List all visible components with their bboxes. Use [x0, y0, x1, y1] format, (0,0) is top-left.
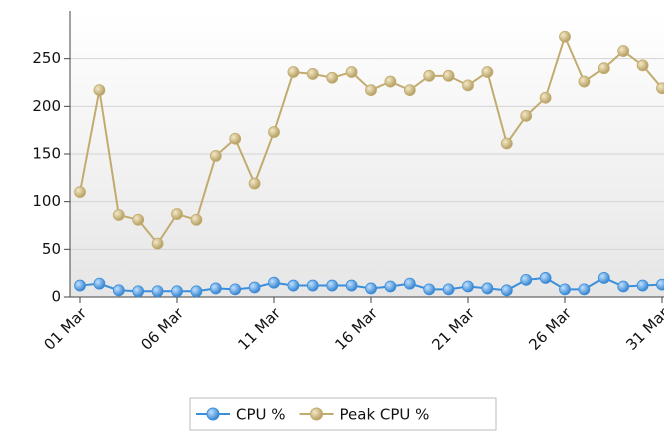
x-tick-label: 21 Mar — [428, 304, 478, 354]
y-tick-label: 200 — [32, 97, 61, 115]
legend-label: CPU % — [236, 406, 286, 424]
point — [578, 283, 591, 296]
point — [423, 283, 436, 296]
point — [636, 59, 649, 72]
point — [520, 273, 533, 286]
point — [171, 285, 183, 298]
point — [151, 285, 164, 298]
point — [597, 272, 610, 284]
point — [74, 186, 86, 199]
point — [500, 284, 513, 297]
legend-swatch — [206, 407, 220, 421]
point — [171, 208, 183, 220]
point — [539, 91, 552, 104]
legend — [189, 397, 497, 431]
x-tick-label: 26 Mar — [525, 304, 575, 354]
x-tick-label: 11 Mar — [234, 304, 284, 354]
point — [229, 132, 242, 145]
point — [268, 126, 280, 138]
point — [656, 82, 664, 95]
point — [403, 277, 416, 290]
y-tick-label: 50 — [42, 240, 61, 258]
point — [442, 283, 455, 296]
y-tick-label: 250 — [32, 49, 61, 67]
point — [559, 283, 571, 296]
point — [326, 279, 339, 292]
point — [539, 272, 552, 284]
point — [93, 277, 106, 290]
point — [93, 84, 106, 97]
point — [151, 237, 164, 250]
point — [112, 209, 125, 221]
point — [248, 281, 261, 294]
point — [112, 284, 125, 297]
point — [423, 69, 436, 82]
legend-swatch — [310, 407, 324, 421]
point — [500, 137, 513, 150]
point — [403, 84, 416, 97]
y-tick-label: 100 — [32, 192, 61, 210]
point — [209, 150, 222, 162]
point — [74, 279, 86, 292]
x-tick-label: 01 Mar — [40, 304, 90, 354]
point — [306, 68, 319, 80]
point — [481, 282, 494, 295]
point — [345, 279, 358, 292]
point — [287, 279, 300, 292]
point — [326, 71, 339, 84]
point — [597, 62, 610, 75]
legend-label: Peak CPU % — [340, 406, 430, 424]
point — [190, 285, 203, 298]
y-tick-label: 150 — [32, 145, 61, 163]
point — [229, 283, 242, 296]
point — [132, 213, 145, 226]
x-tick-label: 06 Mar — [137, 304, 187, 354]
point — [132, 285, 145, 298]
point — [345, 66, 358, 78]
point — [365, 282, 377, 295]
point — [617, 280, 630, 293]
point — [559, 30, 571, 43]
point — [656, 278, 664, 291]
point — [462, 280, 474, 293]
point — [209, 282, 222, 295]
point — [636, 279, 649, 292]
point — [268, 276, 280, 289]
x-tick-label: 31 Mar — [622, 304, 664, 354]
point — [306, 279, 319, 292]
point — [287, 66, 300, 78]
point — [248, 177, 261, 190]
point — [384, 280, 397, 293]
point — [481, 66, 494, 78]
point — [365, 84, 377, 97]
x-tick-label: 16 Mar — [331, 304, 381, 354]
point — [617, 45, 630, 57]
point — [384, 75, 397, 88]
point — [442, 69, 455, 82]
point — [190, 213, 203, 226]
point — [578, 75, 591, 88]
point — [520, 109, 533, 122]
y-tick-label: 0 — [51, 288, 61, 306]
point — [462, 79, 474, 92]
